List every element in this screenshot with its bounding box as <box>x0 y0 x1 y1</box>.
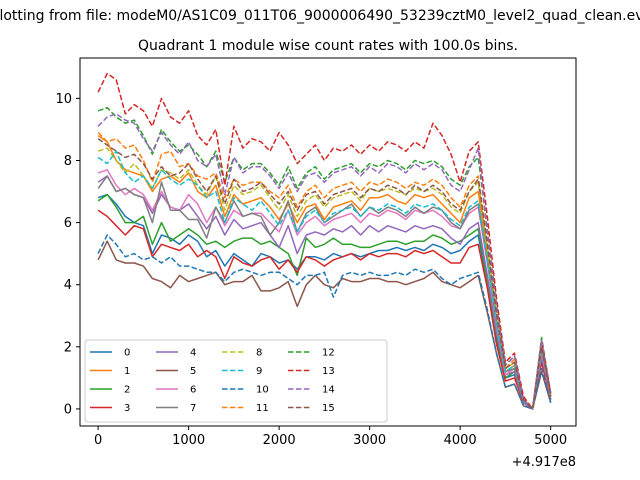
series-line-3 <box>97 209 552 410</box>
legend-label-3: 3 <box>124 403 130 414</box>
y-tick-label: 0 <box>64 402 72 417</box>
x-offset-label: +4.917e8 <box>512 455 576 470</box>
series-line-13 <box>97 72 552 410</box>
series-line-2 <box>97 193 552 410</box>
legend-label-13: 13 <box>322 366 335 377</box>
series-line-9 <box>97 150 552 410</box>
y-tick-label: 8 <box>64 154 72 169</box>
y-tick-label: 6 <box>64 216 72 231</box>
legend-label-8: 8 <box>256 348 262 359</box>
legend-label-15: 15 <box>322 403 335 414</box>
legend-label-12: 12 <box>322 348 335 359</box>
series-line-15 <box>97 138 552 410</box>
series-line-10 <box>97 234 552 410</box>
legend-label-7: 7 <box>190 403 196 414</box>
x-tick-label: 3000 <box>353 433 386 448</box>
legend-label-9: 9 <box>256 366 262 377</box>
series-line-12 <box>97 106 552 410</box>
x-tick-label: 4000 <box>444 433 477 448</box>
legend-label-5: 5 <box>190 366 196 377</box>
series-line-5 <box>97 240 552 410</box>
x-tick-label: 0 <box>94 433 102 448</box>
series-line-1 <box>97 134 552 410</box>
plot-lines <box>97 72 552 410</box>
chart-title: Quadrant 1 module wise count rates with … <box>138 38 518 54</box>
legend-label-11: 11 <box>256 403 269 414</box>
legend-box <box>84 339 388 423</box>
legend-label-6: 6 <box>190 385 196 396</box>
x-axis: 0 1000 2000 3000 4000 5000 <box>94 426 567 448</box>
series-line-8 <box>97 147 552 410</box>
legend-label-10: 10 <box>256 385 269 396</box>
x-tick-label: 2000 <box>263 433 296 448</box>
y-axis: 0 2 4 6 8 10 <box>55 92 80 417</box>
figure-suptitle: Plotting from file: modeM0/AS1C09_011T06… <box>0 8 640 24</box>
series-line-6 <box>97 169 552 410</box>
y-tick-label: 10 <box>55 92 72 107</box>
series-line-14 <box>97 113 552 410</box>
legend-label-2: 2 <box>124 385 130 396</box>
legend-label-14: 14 <box>322 385 335 396</box>
x-tick-label: 5000 <box>534 433 567 448</box>
plot-frame <box>79 57 577 427</box>
x-tick-label: 1000 <box>172 433 205 448</box>
series-line-0 <box>97 193 552 410</box>
legend-label-0: 0 <box>124 348 130 359</box>
legend-label-4: 4 <box>190 348 196 359</box>
y-tick-label: 2 <box>64 340 72 355</box>
legend-label-1: 1 <box>124 366 130 377</box>
series-line-11 <box>97 131 552 410</box>
y-tick-label: 4 <box>64 278 72 293</box>
